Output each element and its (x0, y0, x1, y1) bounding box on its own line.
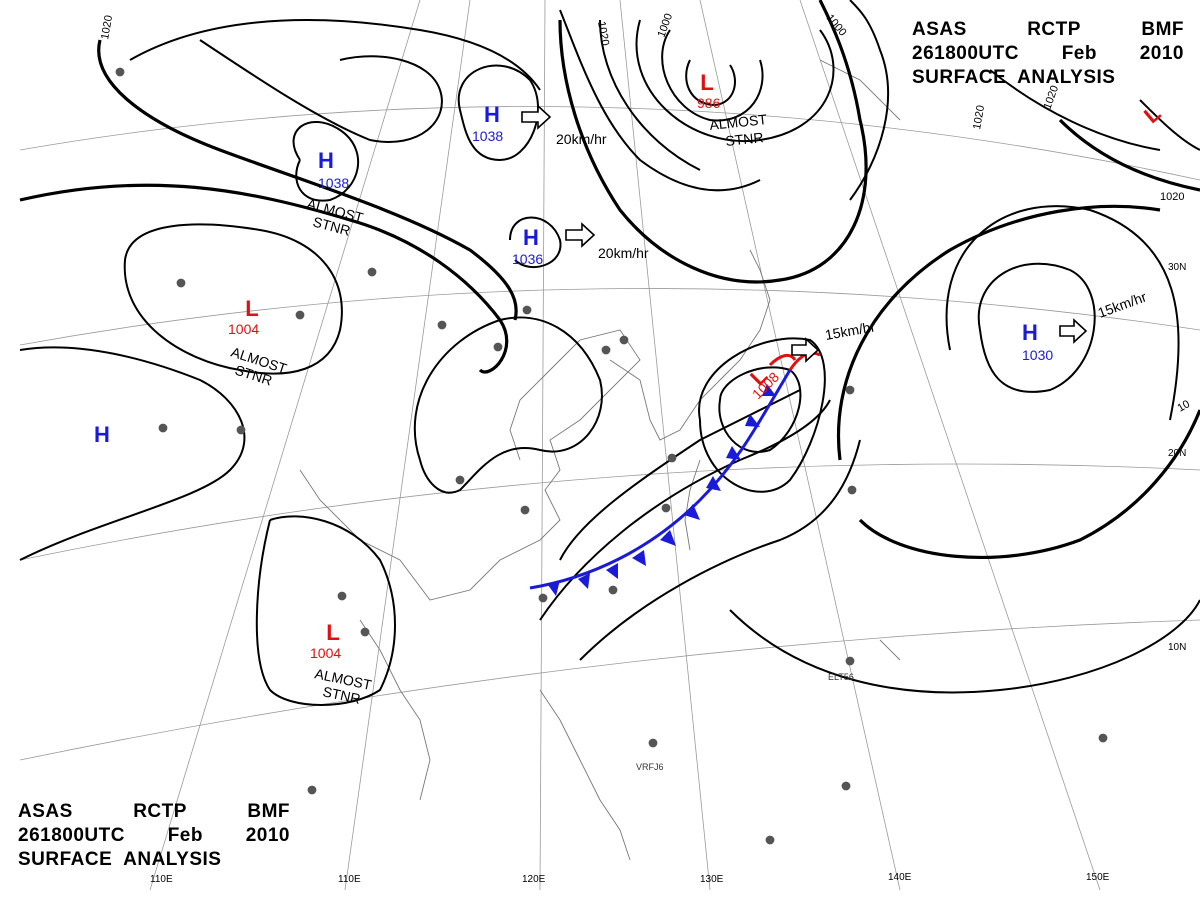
cold-front (529, 349, 821, 596)
stnr-note: ALMOST (709, 111, 768, 133)
chart-header-bottom-left: ASAS RCTP BMF 261800UTC Feb 2010 SURFACE… (18, 800, 290, 872)
low-pressure-center: L (245, 296, 258, 321)
motion-label: 20km/hr (556, 131, 607, 147)
header-code: BMF (247, 801, 290, 822)
header-month: Feb (1061, 43, 1097, 64)
isobar-label: 1020 (1160, 191, 1184, 203)
motion-label: 15km/hr (1096, 288, 1149, 320)
isobar-label: 1020 (971, 104, 987, 130)
pressure-value: 1004 (310, 645, 341, 661)
isobar-label: 1020 (99, 14, 115, 40)
header-year: 2010 (1139, 43, 1184, 64)
motion-label: 20km/hr (598, 245, 649, 261)
lat-label: 20N (1168, 448, 1186, 459)
station-codes: ELT56 VRFJ6 (636, 672, 854, 772)
motion-label: 15km/hr (824, 318, 877, 343)
low-pressure-center: L (326, 620, 339, 645)
header-time: 261800UTC (912, 43, 1019, 64)
pressure-value: 1036 (512, 251, 543, 267)
motion-arrows (521, 104, 1088, 363)
arrow-icon (521, 104, 552, 130)
stationary-notes: ALMOST STNR ALMOST STNR ALMOST STNR ALMO… (229, 111, 768, 707)
lon-label: 110E (338, 874, 361, 885)
lon-label: 140E (888, 872, 912, 883)
pressure-value: 1038 (318, 175, 349, 191)
lon-label: 150E (1086, 872, 1110, 883)
station-plots (115, 67, 1108, 845)
stnr-note: STNR (321, 683, 362, 707)
chart-header-top-right: ASAS RCTP BMF 261800UTC Feb 2010 SURFACE… (912, 18, 1184, 90)
lon-label: 130E (700, 874, 724, 885)
isobar-label: 1000 (824, 12, 849, 38)
header-agency: ASAS (912, 19, 967, 40)
station-code: VRFJ6 (636, 762, 664, 772)
lat-label: 30N (1168, 262, 1186, 273)
isobars-thick (19, 0, 1200, 560)
header-agency: ASAS (18, 801, 73, 822)
low-pressure-center: L (700, 70, 713, 95)
lat-label: 10N (1168, 642, 1186, 653)
isobars-thin (19, 0, 1200, 706)
header-month: Feb (167, 825, 203, 846)
header-code: BMF (1141, 19, 1184, 40)
station-code: ELT56 (828, 672, 854, 682)
header-station: RCTP (133, 801, 187, 822)
arrow-icon (1059, 318, 1088, 344)
header-year: 2010 (245, 825, 290, 846)
header-station: RCTP (1027, 19, 1081, 40)
isobar-label: 10 (1176, 398, 1193, 415)
pressure-value: 1038 (472, 128, 503, 144)
low-pressure-center: L (1139, 100, 1165, 128)
high-pressure-center: H (318, 148, 334, 173)
arrow-icon (791, 337, 820, 363)
pressure-value: 1004 (228, 321, 259, 337)
arrow-icon (565, 222, 596, 248)
header-time: 261800UTC (18, 825, 125, 846)
pressure-value: 1030 (1022, 347, 1053, 363)
pressure-value: 986 (697, 95, 721, 111)
high-pressure-center: H (94, 422, 110, 447)
high-pressure-center: H (1022, 320, 1038, 345)
high-pressure-center: H (523, 225, 539, 250)
header-title: SURFACE ANALYSIS (18, 849, 222, 870)
lon-label: 120E (522, 874, 546, 885)
header-title: SURFACE ANALYSIS (912, 67, 1116, 88)
lon-label: 110E (150, 874, 173, 885)
isobar-label: 1000 (656, 12, 676, 39)
high-pressure-center: H (484, 102, 500, 127)
isobar-label: 1020 (595, 20, 611, 46)
coastlines (299, 59, 901, 861)
stnr-note: STNR (725, 129, 765, 149)
graticule (19, 0, 1200, 891)
grid-labels: 110E 110E 120E 130E 140E 150E 30N 20N 10… (150, 262, 1186, 885)
